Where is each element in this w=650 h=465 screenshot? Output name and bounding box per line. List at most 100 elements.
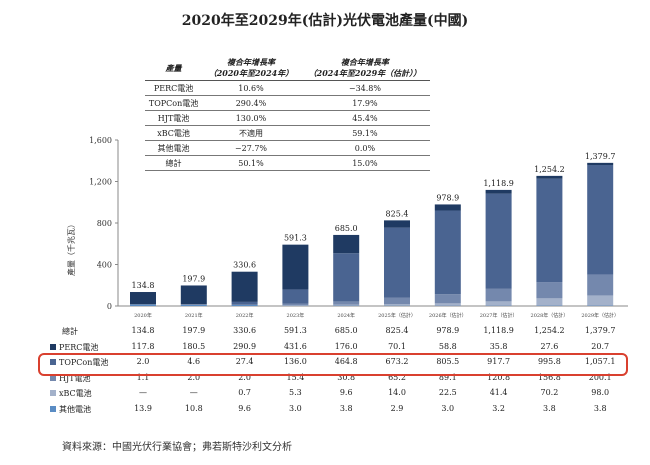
bar-segment — [384, 227, 410, 298]
total-label: 1,379.7 — [585, 152, 616, 161]
bar-segment — [536, 175, 563, 179]
value-cell: 1,118.9 — [483, 326, 514, 335]
value-cell: 35.8 — [489, 341, 508, 351]
cagr-row: 其他電池 −27.7% 0.0% — [145, 140, 430, 156]
cagr-cell: PERC電池 — [145, 80, 203, 96]
row-label: 總計 — [62, 327, 78, 336]
value-cell: 431.6 — [283, 341, 307, 351]
bar-segment — [333, 253, 360, 302]
value-cell: 5.3 — [289, 388, 302, 397]
cagr-cell: −34.8% — [299, 80, 430, 96]
cagr-cell: 0.0% — [299, 140, 430, 156]
bar-segment — [282, 244, 309, 290]
value-cell: 978.9 — [436, 326, 460, 335]
value-cell: 591.3 — [283, 326, 307, 335]
series-row: TOPCon電池 2.0 4.6 27.4 136.0 464.8 673.2 805.5 91… — [0, 357, 650, 372]
bar-segment — [434, 294, 461, 304]
bar-segment — [384, 220, 410, 228]
value-cell: 89.1 — [438, 372, 457, 382]
value-cell: 10.8 — [184, 403, 203, 413]
row-label: TOPCon電池 — [50, 357, 108, 368]
value-cell: 917.7 — [487, 357, 511, 366]
value-cell: 134.8 — [131, 326, 155, 335]
value-cell: 685.0 — [334, 326, 358, 335]
value-cell: 0.7 — [238, 388, 251, 397]
bar-segment — [333, 304, 360, 306]
value-cell: 15.4 — [286, 372, 305, 382]
total-label: 825.4 — [386, 209, 409, 218]
value-cell: — — [189, 388, 198, 397]
value-cell: 120.8 — [487, 372, 511, 382]
bar-segment — [180, 285, 207, 305]
bar-segment — [282, 305, 309, 306]
legend-swatch — [50, 390, 56, 396]
x-tick-label: 2021年 — [185, 312, 203, 319]
value-cell: 70.1 — [388, 341, 406, 351]
cagr-cell: 59.1% — [299, 125, 430, 141]
cagr-row: HJT電池 130.0% 45.4% — [145, 110, 430, 126]
series-row: HJT電池 1.1 2.0 2.0 15.4 30.8 65.2 89.1 120.8 156.8… — [0, 373, 650, 388]
total-label: 1,254.2 — [534, 165, 565, 174]
bar-segment — [536, 298, 563, 306]
x-tick-label: 2023年 — [287, 312, 305, 319]
row-label: xBC電池 — [50, 388, 92, 399]
bar-segment — [485, 301, 512, 306]
value-cell: 20.7 — [591, 341, 610, 351]
value-cell: 9.6 — [238, 403, 251, 413]
cagr-cell: 290.4% — [202, 95, 300, 111]
topcon-highlight-box — [38, 353, 628, 376]
total-row: 總計 134.8 197.9 330.6 591.3 685.0 825.4 978.9 1,1… — [0, 326, 650, 341]
value-cell: 2.0 — [187, 372, 201, 382]
value-cell: 70.2 — [540, 388, 559, 397]
value-cell: 825.4 — [385, 326, 409, 335]
legend-swatch — [50, 405, 56, 412]
value-cell: 4.6 — [187, 357, 201, 366]
value-cell: 65.2 — [388, 372, 406, 382]
value-cell: 9.6 — [339, 388, 353, 397]
x-tick-label: 2024年 — [337, 312, 355, 319]
value-cell: 290.9 — [233, 341, 257, 351]
y-tick-label: 1,200 — [89, 178, 112, 187]
value-cell: 1,057.1 — [584, 357, 616, 366]
y-axis-label: 產量（千兆瓦） — [66, 220, 76, 276]
value-cell: 200.1 — [588, 372, 612, 382]
cagr-cell: HJT電池 — [145, 110, 203, 126]
source-note: 資料來源：中國光伏行業協會；弗若斯特沙利文分析 — [62, 442, 292, 453]
value-cell: 1.1 — [136, 372, 150, 382]
value-cell: 197.9 — [182, 326, 206, 335]
bar-segment — [485, 189, 512, 194]
bar-segment — [587, 162, 614, 166]
bar-segment — [130, 304, 156, 306]
value-cell: 3.8 — [543, 403, 556, 413]
cagr-cell: 不適用 — [202, 125, 300, 141]
row-label: 其他電池 — [50, 404, 91, 415]
bar-segment — [536, 282, 563, 299]
value-cell: 1,379.7 — [584, 326, 616, 335]
bar-segment — [231, 305, 258, 306]
cagr-table: 產量 複合年增長率 （2020年至2024年） 複合年增長率 （2024年至2029… — [145, 56, 430, 171]
value-cell: 464.8 — [334, 357, 358, 366]
y-tick-label: 0 — [107, 302, 112, 311]
bar-segment — [587, 165, 614, 275]
value-cell: 330.6 — [233, 326, 257, 335]
value-cell: — — [139, 388, 147, 397]
bar-segment — [384, 297, 410, 305]
cagr-cell: 45.4% — [299, 110, 430, 126]
chart-title: 2020年至2029年(估計)光伏電池產量(中國) — [181, 13, 469, 29]
row-label: HJT電池 — [50, 373, 91, 384]
value-cell: 3.0 — [289, 403, 302, 413]
cagr-header: 複合年增長率 （2020年至2024年） — [202, 56, 300, 81]
cagr-cell: 50.1% — [202, 155, 300, 171]
value-cell: 58.8 — [438, 341, 457, 351]
y-tick-label: 1,600 — [89, 136, 112, 145]
cagr-row: TOPCon電池 290.4% 17.9% — [145, 95, 430, 111]
legend-swatch — [50, 374, 56, 381]
bar-segment — [282, 289, 309, 304]
bar-segment — [282, 303, 309, 306]
cagr-cell: 總計 — [145, 155, 203, 171]
bar-segment — [536, 178, 563, 283]
cagr-row: xBC電池 不適用 59.1% — [145, 125, 430, 141]
bar-segment — [384, 304, 410, 306]
x-tick-label: 2028年（估計） — [531, 312, 569, 319]
